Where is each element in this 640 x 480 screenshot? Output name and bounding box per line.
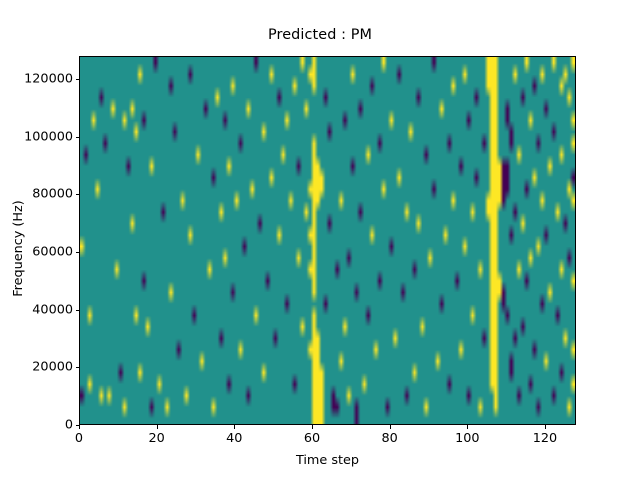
y-tick-label: 80000 [32,186,73,202]
y-tick-mark [75,79,79,81]
x-tick-label: 80 [381,431,398,446]
y-tick-label: 0 [64,417,73,433]
y-tick-label: 60000 [32,244,73,260]
chart-title: Predicted : PM [267,27,373,43]
y-tick-mark [75,252,79,254]
x-tick-mark [389,425,391,429]
y-tick-mark [75,425,79,426]
heatmap-plot-area [79,56,576,425]
x-axis-label: Time step [295,453,360,468]
y-axis-label: Frequency (Hz) [11,199,26,297]
y-tick-mark [75,194,79,196]
x-tick-label: 60 [303,431,321,446]
heatmap-image [80,57,575,424]
x-tick-mark [234,425,236,429]
y-tick-mark [75,136,79,138]
x-tick-mark [311,425,313,429]
x-tick-mark [156,425,158,429]
y-tick-label: 100000 [24,129,73,145]
y-tick-label: 40000 [32,302,73,318]
x-tick-label: 0 [74,431,84,446]
y-tick-mark [75,309,79,311]
x-tick-label: 40 [226,431,243,446]
y-tick-label: 20000 [32,359,73,375]
y-tick-mark [75,367,79,369]
x-tick-label: 120 [532,431,558,446]
x-tick-mark [79,425,80,429]
x-tick-label: 20 [148,431,165,446]
y-tick-label: 120000 [24,71,73,87]
x-tick-label: 100 [455,431,480,446]
x-tick-mark [544,425,546,429]
x-tick-mark [467,425,469,429]
